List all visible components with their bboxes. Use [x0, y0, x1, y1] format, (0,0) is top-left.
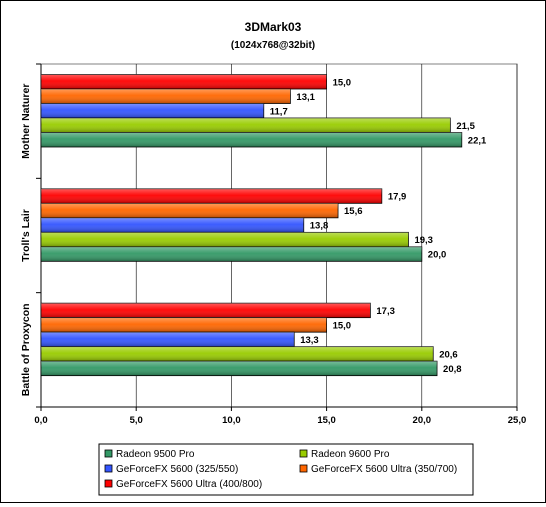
- bar-shading: [41, 89, 291, 104]
- bar-shading: [41, 232, 409, 247]
- chart-subtitle: (1024x768@32bit): [231, 40, 315, 51]
- x-tick-label: 25,0: [508, 415, 527, 426]
- legend-label: GeForceFX 5600 (325/550): [116, 464, 238, 475]
- data-label: 15,0: [333, 77, 352, 88]
- bar-shading: [41, 303, 371, 318]
- bar-shading: [41, 188, 382, 204]
- data-label: 13,8: [310, 221, 329, 232]
- legend-swatch: [104, 449, 113, 458]
- legend-swatch: [299, 464, 308, 473]
- category-label: Mother Naturer: [20, 84, 32, 159]
- legend-label: GeForceFX 5600 Ultra (400/800): [116, 479, 262, 490]
- x-tick-label: 0,0: [34, 415, 47, 426]
- bar-shading: [41, 246, 422, 262]
- legend-label: GeForceFX 5600 Ultra (350/700): [311, 464, 457, 475]
- bar-shading: [41, 74, 327, 89]
- data-label: 15,0: [333, 320, 352, 331]
- bar-shading: [41, 103, 264, 118]
- data-label: 19,3: [414, 235, 433, 246]
- bar-shading: [41, 132, 462, 147]
- data-label: 20,6: [439, 349, 458, 360]
- bar-shading: [41, 118, 451, 133]
- data-label: 20,8: [443, 364, 462, 375]
- plot-area: 0,0 5,0 10,0 15,0 20,0 25,0 Mother Naturer 15,0…: [20, 63, 527, 426]
- legend-label: Radeon 9500 Pro: [116, 449, 195, 460]
- bar-shading: [41, 332, 295, 347]
- bar-shading: [41, 317, 327, 333]
- x-tick-label: 10,0: [222, 415, 241, 426]
- chart-title: 3DMark03: [245, 20, 302, 34]
- data-label: 22,1: [468, 135, 487, 146]
- bar-shading: [41, 217, 304, 233]
- data-label: 17,3: [376, 306, 395, 317]
- data-label: 20,0: [428, 250, 447, 261]
- legend-swatch: [104, 479, 113, 488]
- data-label: 13,1: [296, 92, 315, 103]
- legend-swatch: [104, 464, 113, 473]
- x-tick-label: 15,0: [317, 415, 336, 426]
- data-label: 17,9: [388, 192, 407, 203]
- data-label: 13,3: [300, 335, 319, 346]
- legend-label: Radeon 9600 Pro: [311, 449, 390, 460]
- data-label: 11,7: [270, 106, 288, 117]
- x-tick-label: 5,0: [130, 415, 143, 426]
- legend-box: [98, 443, 474, 496]
- legend: Radeon 9500 Pro Radeon 9600 Pro GeForceFX …: [98, 443, 474, 496]
- legend-swatch: [299, 449, 308, 458]
- category-label: Troll's Lair: [20, 209, 32, 262]
- data-label: 15,6: [344, 206, 363, 217]
- x-tick-label: 20,0: [413, 415, 432, 426]
- bar-shading: [41, 203, 339, 218]
- bar-shading: [41, 346, 434, 362]
- data-label: 21,5: [456, 121, 475, 132]
- category-label: Battle of Proxycon: [20, 303, 32, 396]
- bar-shading: [41, 361, 438, 376]
